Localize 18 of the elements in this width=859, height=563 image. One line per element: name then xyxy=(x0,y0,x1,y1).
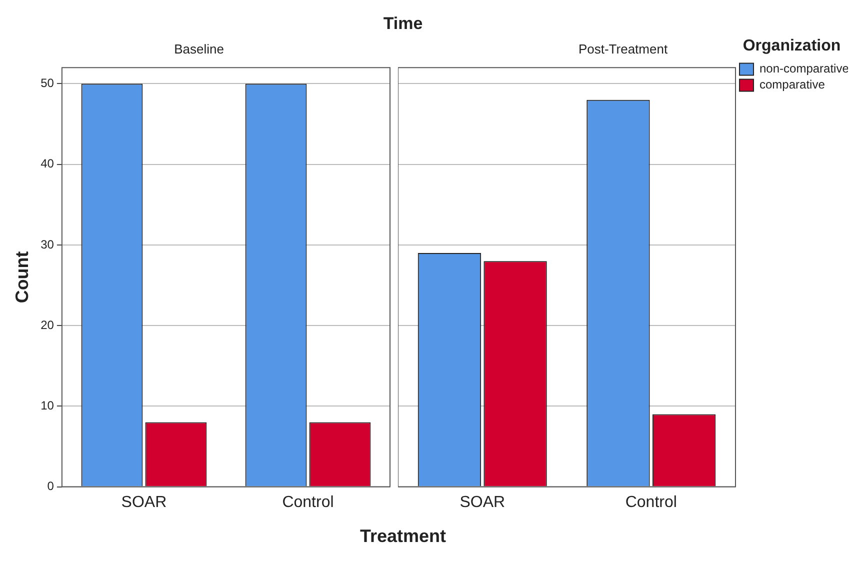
y-tick-label: 50 xyxy=(40,76,54,90)
x-tick-label: Control xyxy=(282,494,334,511)
legend-label: non-comparative xyxy=(760,62,850,76)
y-tick-label: 10 xyxy=(40,398,54,412)
y-tick-label: 30 xyxy=(40,237,54,252)
text: Time xyxy=(383,14,423,33)
legend-label: comparative xyxy=(760,78,826,92)
legend-title: Organization xyxy=(742,37,841,54)
y-axis-title: Count xyxy=(12,251,32,304)
y-tick-label: 40 xyxy=(40,156,54,171)
y-tick-label: 0 xyxy=(47,479,54,494)
x-axis-title: Treatment xyxy=(358,526,448,547)
x-tick-label: Control xyxy=(625,494,677,511)
y-tick-label: 20 xyxy=(40,318,54,332)
x-tick-label: SOAR xyxy=(460,494,506,511)
chart-title: Baseline xyxy=(174,41,224,56)
chart-title: Post-Treatment xyxy=(578,41,668,56)
x-tick-label: SOAR xyxy=(121,494,167,511)
